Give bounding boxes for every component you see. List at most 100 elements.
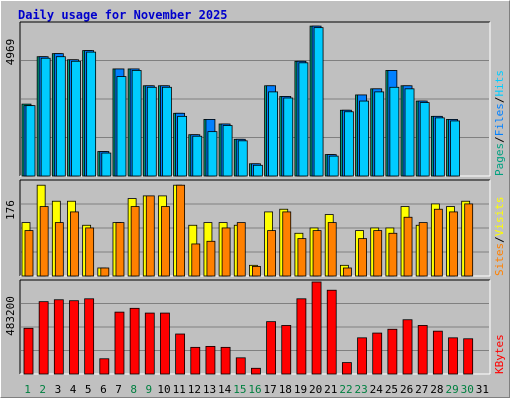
x-tick-6: 6 <box>100 383 107 396</box>
bar-kbytes-28 <box>432 330 443 375</box>
bar-hits-6 <box>101 152 112 177</box>
bar-sites-22 <box>342 267 352 277</box>
bar-kbytes-26 <box>402 319 413 375</box>
x-tick-27: 27 <box>415 383 428 396</box>
x-tick-30: 30 <box>461 383 474 396</box>
legend-entry: KBytes <box>493 334 506 374</box>
bar-hits-21 <box>328 155 339 177</box>
bar-kbytes-17 <box>266 321 276 375</box>
bar-sites-5 <box>85 227 95 277</box>
bar-kbytes-15 <box>235 357 246 375</box>
x-tick-11: 11 <box>173 383 186 396</box>
bar-sites-24 <box>373 230 383 277</box>
bar-kbytes-9 <box>144 312 155 375</box>
bar-sites-10 <box>161 206 170 277</box>
bar-sites-14 <box>221 227 231 277</box>
bar-hits-5 <box>86 51 97 177</box>
bar-kbytes-23 <box>357 337 367 375</box>
bar-kbytes-5 <box>84 298 95 375</box>
bar-sites-12 <box>191 243 201 277</box>
x-tick-5: 5 <box>85 383 92 396</box>
bar-kbytes-16 <box>251 367 261 375</box>
x-tick-8: 8 <box>130 383 137 396</box>
bar-sites-21 <box>327 222 337 277</box>
bar-hits-13 <box>207 131 218 177</box>
legend-entry: / <box>493 136 506 143</box>
x-tick-25: 25 <box>385 383 398 396</box>
bar-sites-15 <box>236 222 246 277</box>
bar-kbytes-24 <box>372 332 383 375</box>
y-max-label: 176 <box>4 200 17 220</box>
side-legend: KBytes <box>493 334 506 374</box>
bar-sites-3 <box>54 222 64 277</box>
x-axis: 1 2 3 4 5 6 7 8 9 10 11 12 13 14 15 16 17 18 19 20 21 22 23 24 2… <box>24 383 489 396</box>
x-tick-18: 18 <box>279 383 292 396</box>
side-legend: Pages/Files/Hits <box>493 70 506 176</box>
bar-sites-9 <box>145 195 155 277</box>
series-legend: KBytes <box>493 334 506 374</box>
x-tick-4: 4 <box>70 383 77 396</box>
legend-entry: Files <box>493 103 506 136</box>
bar-sites-2 <box>39 206 49 277</box>
x-tick-10: 10 <box>157 383 170 396</box>
x-tick-7: 7 <box>115 383 122 396</box>
bar-hits-16 <box>253 164 263 177</box>
x-tick-16: 16 <box>248 383 261 396</box>
x-tick-21: 21 <box>324 383 337 396</box>
bar-kbytes-2 <box>38 301 49 375</box>
bar-sites-20 <box>312 230 322 277</box>
bar-kbytes-11 <box>175 333 186 375</box>
legend-entry: / <box>493 236 506 243</box>
bar-hits-2 <box>40 57 51 177</box>
bar-hits-27 <box>419 102 430 177</box>
bar-kbytes-14 <box>220 346 231 375</box>
bar-kbytes-7 <box>114 311 125 375</box>
bar-sites-11 <box>176 184 186 277</box>
bar-kbytes-3 <box>53 299 64 375</box>
x-tick-13: 13 <box>203 383 216 396</box>
bar-sites-19 <box>297 238 307 277</box>
bar-kbytes-25 <box>387 328 398 375</box>
bar-sites-28 <box>433 208 443 277</box>
bar-hits-12 <box>192 135 203 177</box>
bar-sites-6 <box>100 267 110 277</box>
bar-hits-8 <box>131 70 142 177</box>
bar-kbytes-22 <box>341 362 352 375</box>
series-legend: Sites/Visits <box>493 197 506 277</box>
legend-entry: / <box>493 97 506 104</box>
bar-kbytes-12 <box>190 346 201 375</box>
bar-sites-18 <box>282 211 292 277</box>
legend-entry: Sites <box>493 243 506 276</box>
bar-kbytes-21 <box>326 289 337 375</box>
bar-sites-13 <box>206 240 216 277</box>
bar-sites-26 <box>403 216 413 277</box>
bar-kbytes-30 <box>463 338 474 375</box>
bar-sites-27 <box>418 222 428 277</box>
bar-sites-23 <box>358 238 367 277</box>
bar-kbytes-13 <box>205 345 216 375</box>
bar-hits-14 <box>222 125 233 177</box>
bar-hits-15 <box>237 140 248 177</box>
x-tick-17: 17 <box>264 383 277 396</box>
y-max-label: 4969 <box>4 39 17 66</box>
bar-kbytes-27 <box>417 325 428 375</box>
bar-hits-22 <box>343 111 354 177</box>
bar-hits-25 <box>389 86 400 177</box>
x-tick-31: 31 <box>476 383 489 396</box>
bar-hits-19 <box>298 62 309 177</box>
chart-title: Daily usage for November 2025 <box>18 8 228 22</box>
bar-hits-24 <box>374 91 385 177</box>
bar-kbytes-8 <box>129 307 140 375</box>
bar-hits-26 <box>404 88 415 177</box>
bar-sites-1 <box>24 230 34 277</box>
y-max-label: 483200 <box>4 296 17 336</box>
bar-sites-4 <box>70 211 79 277</box>
x-tick-12: 12 <box>188 383 201 396</box>
bar-hits-28 <box>434 117 445 177</box>
legend-entry: Hits <box>493 70 506 97</box>
x-tick-24: 24 <box>370 383 384 396</box>
bar-hits-23 <box>359 100 369 177</box>
bar-hits-3 <box>55 56 66 177</box>
x-tick-2: 2 <box>39 383 46 396</box>
x-tick-15: 15 <box>233 383 246 396</box>
